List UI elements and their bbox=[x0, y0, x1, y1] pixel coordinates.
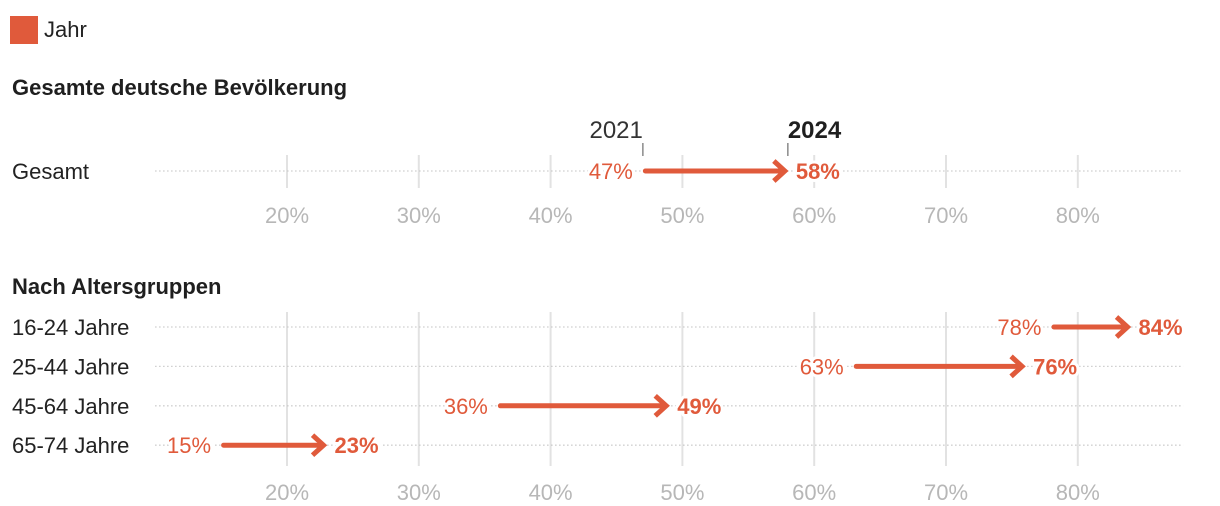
x-tick-label: 70% bbox=[924, 480, 968, 505]
row-label: 45-64 Jahre bbox=[12, 394, 129, 419]
x-tick-label: 20% bbox=[265, 203, 309, 228]
x-tick-label: 80% bbox=[1056, 480, 1100, 505]
series-header: 2024 bbox=[788, 117, 842, 144]
start-value-label: 78% bbox=[997, 315, 1041, 340]
change-arrow bbox=[642, 159, 789, 183]
legend-label: Jahr bbox=[44, 17, 87, 42]
end-value-label: 23% bbox=[335, 433, 379, 458]
row-label: 16-24 Jahre bbox=[12, 315, 129, 340]
x-tick-label: 40% bbox=[529, 203, 573, 228]
row-label: Gesamt bbox=[12, 159, 89, 184]
arrow-head bbox=[310, 433, 328, 458]
arrow-head bbox=[1009, 354, 1026, 379]
start-value-label: 63% bbox=[800, 354, 844, 379]
x-tick-label: 50% bbox=[660, 203, 704, 228]
panel-title: Nach Altersgruppen bbox=[12, 274, 221, 299]
start-value-label: 36% bbox=[444, 394, 488, 419]
x-tick-label: 50% bbox=[660, 480, 704, 505]
end-value-label: 76% bbox=[1033, 354, 1077, 379]
x-tick-label: 70% bbox=[924, 203, 968, 228]
x-grid: 20% 30% 40% 50% 60% 70% 80% bbox=[265, 155, 1100, 228]
chart-panel: Gesamte deutsche Bevölkerung 20% 30% 40% 50%… bbox=[12, 75, 1184, 228]
change-arrow bbox=[497, 393, 670, 418]
x-grid: 20% 30% 40% 50% 60% 70% 80% bbox=[265, 312, 1100, 505]
end-value-label: 58% bbox=[796, 159, 840, 184]
start-value-label: 15% bbox=[167, 433, 211, 458]
legend-swatch bbox=[10, 16, 38, 44]
arrow-head bbox=[772, 159, 789, 183]
x-tick-label: 20% bbox=[265, 480, 309, 505]
end-value-label: 49% bbox=[677, 394, 721, 419]
change-arrow bbox=[221, 433, 328, 458]
start-value-label: 47% bbox=[589, 159, 633, 184]
row-label: 25-44 Jahre bbox=[12, 354, 129, 379]
x-tick-label: 30% bbox=[397, 203, 441, 228]
x-tick-label: 40% bbox=[529, 480, 573, 505]
arrow-head bbox=[653, 393, 670, 418]
row-label: 65-74 Jahre bbox=[12, 433, 129, 458]
x-tick-label: 80% bbox=[1056, 203, 1100, 228]
change-arrow bbox=[853, 354, 1026, 379]
arrow-head bbox=[1114, 315, 1132, 339]
x-tick-label: 30% bbox=[397, 480, 441, 505]
x-tick-label: 60% bbox=[792, 480, 836, 505]
x-tick-label: 60% bbox=[792, 203, 836, 228]
change-arrow bbox=[1051, 315, 1132, 339]
panel-title: Gesamte deutsche Bevölkerung bbox=[12, 75, 347, 100]
chart-panel: Nach Altersgruppen 20% 30% 40% 50% 60% 70% 80% 1… bbox=[12, 274, 1186, 505]
series-header: 2021 bbox=[589, 117, 642, 144]
end-value-label: 84% bbox=[1139, 315, 1183, 340]
legend: Jahr bbox=[10, 16, 87, 44]
